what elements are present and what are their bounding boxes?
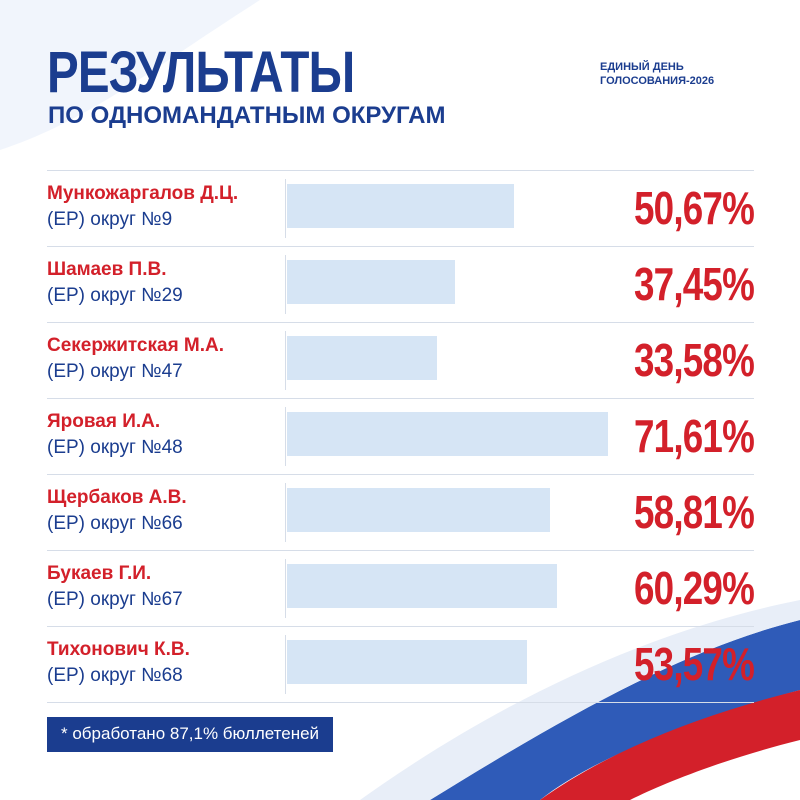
result-percent-label: 71,61% xyxy=(633,410,755,462)
result-percent-label: 37,45% xyxy=(633,258,755,310)
candidate-district: (ЕР) округ №47 xyxy=(47,361,183,382)
results-chart: Мункожаргалов Д.Ц. (ЕР) округ №9 50,67% Шам… xyxy=(47,170,755,703)
result-percent-label: 33,58% xyxy=(633,334,755,386)
result-row: Яровая И.А. (ЕР) округ №48 71,61% xyxy=(47,398,755,474)
result-row: Щербаков А.В. (ЕР) округ №66 58,81% xyxy=(47,474,755,550)
result-percent-label: 50,67% xyxy=(633,182,755,234)
candidate-district: (ЕР) округ №48 xyxy=(47,437,183,458)
row-divider xyxy=(285,331,286,390)
result-bar xyxy=(287,184,514,228)
candidate-name: Яровая И.А. xyxy=(47,411,161,432)
result-row: Шамаев П.В. (ЕР) округ №29 37,45% xyxy=(47,246,755,322)
page-subtitle: ПО ОДНОМАНДАТНЫМ ОКРУГАМ xyxy=(48,102,446,129)
candidate-name: Секержитская М.А. xyxy=(47,335,225,356)
row-divider xyxy=(285,483,286,542)
result-row: Букаев Г.И. (ЕР) округ №67 60,29% xyxy=(47,550,755,626)
candidate-district: (ЕР) округ №29 xyxy=(47,285,183,306)
result-bar xyxy=(287,412,608,456)
event-badge-line1: ЕДИНЫЙ ДЕНЬ xyxy=(600,61,684,73)
candidate-district: (ЕР) округ №9 xyxy=(47,209,173,230)
row-divider xyxy=(285,179,286,238)
result-row: Секержитская М.А. (ЕР) округ №47 33,58% xyxy=(47,322,755,398)
candidate-name: Букаев Г.И. xyxy=(47,563,152,584)
result-bar xyxy=(287,488,550,532)
candidate-district: (ЕР) округ №68 xyxy=(47,665,183,686)
result-percent-label: 53,57% xyxy=(633,638,755,690)
candidate-name: Мункожаргалов Д.Ц. xyxy=(47,183,239,204)
row-divider xyxy=(285,255,286,314)
candidate-name: Тихонович К.В. xyxy=(47,639,190,660)
candidate-district: (ЕР) округ №67 xyxy=(47,589,183,610)
result-row: Тихонович К.В. (ЕР) округ №68 53,57% xyxy=(47,626,755,703)
result-bar xyxy=(287,336,437,380)
row-divider xyxy=(285,407,286,466)
candidate-name: Щербаков А.В. xyxy=(47,487,187,508)
event-badge: ЕДИНЫЙ ДЕНЬ ГОЛОСОВАНИЯ-2026 xyxy=(600,60,714,88)
result-percent-label: 58,81% xyxy=(633,486,755,538)
processed-ballots-note: * обработано 87,1% бюллетеней xyxy=(47,717,334,752)
candidate-name: Шамаев П.В. xyxy=(47,259,167,280)
result-percent-label: 60,29% xyxy=(633,562,755,614)
row-divider xyxy=(285,635,286,694)
result-row: Мункожаргалов Д.Ц. (ЕР) округ №9 50,67% xyxy=(47,170,755,246)
result-bar xyxy=(287,564,557,608)
row-divider xyxy=(285,559,286,618)
result-bar xyxy=(287,260,455,304)
page-title: РЕЗУЛЬТАТЫ xyxy=(47,40,355,105)
candidate-district: (ЕР) округ №66 xyxy=(47,513,183,534)
event-badge-line2: ГОЛОСОВАНИЯ-2026 xyxy=(600,75,715,87)
result-bar xyxy=(287,640,527,684)
